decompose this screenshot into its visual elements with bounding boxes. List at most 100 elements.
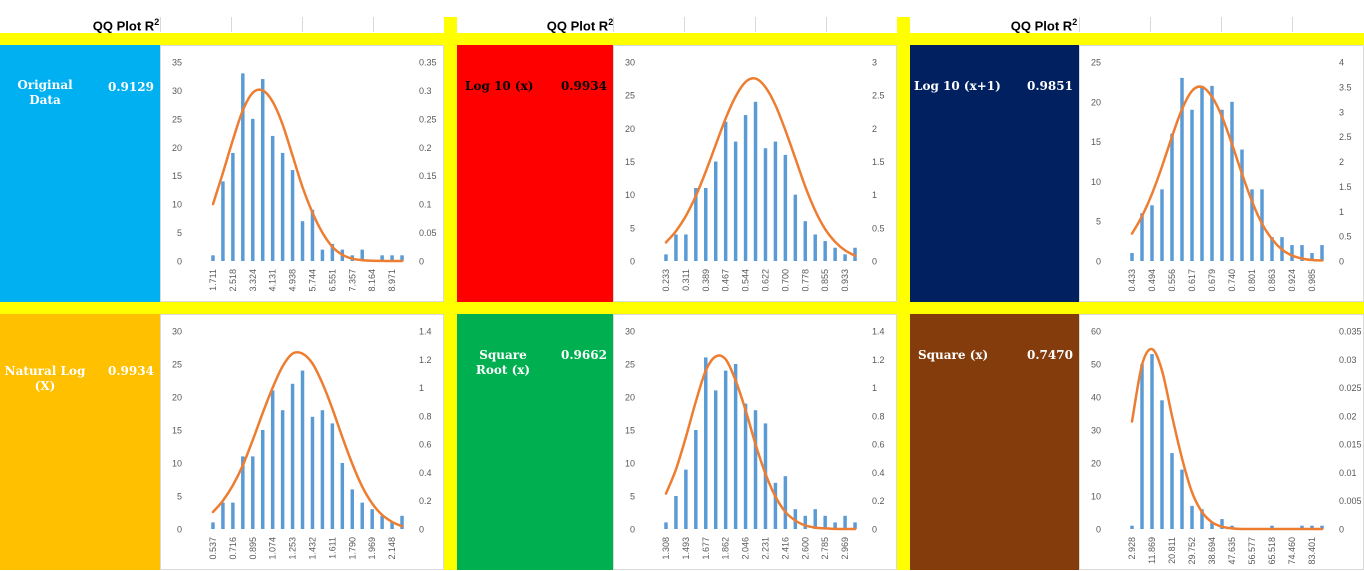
left-axis-tick-label: 15 [625,426,635,436]
header-title-2: QQ Plot R2 [480,17,680,33]
histogram-bar [704,357,708,529]
histogram-bar [733,364,738,529]
x-axis-tick-label: 1.253 [288,537,298,560]
right-axis-tick-label: 0.25 [419,114,437,124]
histogram-bar [743,403,748,529]
header-title-text: QQ Plot R [1010,18,1073,34]
histogram-bar [1170,453,1174,529]
histogram-bar [241,73,245,261]
panel-ln: Natural Log (X) 0.9934 [0,314,160,570]
x-axis-tick-label: 0.622 [760,269,770,292]
right-axis-tick-label: 2.5 [872,91,885,101]
histogram-bar [674,496,678,529]
histogram-bar [211,522,215,529]
right-axis-tick-label: 0.8 [419,411,432,421]
histogram-bar [400,255,404,261]
normal-curve-line [664,354,857,531]
histogram-bar [1140,364,1144,529]
right-axis-tick-label: 0.2 [872,496,885,506]
histogram-bar [330,423,335,529]
header-gridline [160,17,161,32]
histogram-bar [1270,525,1274,529]
x-axis-tick-label: 7.357 [347,269,357,292]
histogram-bar [694,430,698,529]
x-axis-tick-label: 0.494 [1147,269,1157,292]
right-axis-tick-label: 0.03 [1339,355,1357,365]
right-axis-tick-label: 0.05 [419,228,437,238]
histogram-bar [1160,400,1164,529]
histogram-bar [1180,469,1184,529]
left-axis-tick-label: 25 [625,91,635,101]
histogram-bar [1320,525,1324,529]
x-axis-tick-label: 2.969 [840,537,850,560]
left-axis-tick-label: 25 [172,114,182,124]
x-axis-tick-label: 0.617 [1187,269,1197,292]
x-axis-tick-label: 2.416 [780,537,790,560]
left-axis-tick-label: 15 [625,157,635,167]
histogram-bar [664,254,668,261]
left-axis-tick-label: 30 [625,58,635,68]
histogram-bar [290,383,295,529]
histogram-bar [723,370,728,529]
x-axis-tick-label: 2.785 [820,537,830,560]
left-axis-tick-label: 5 [1096,217,1101,227]
left-axis-tick-label: 5 [177,228,182,238]
histogram-bar [833,522,837,529]
histogram-bar [783,154,788,261]
x-axis-tick-label: 2.600 [800,537,810,560]
histogram-bar [843,254,847,261]
chart-sqrt: 0 5 10 15 20 25 30 0 0.2 0.4 0.6 0.8 1 1.2 1.4 1.308 1.4… [613,314,897,570]
histogram-bar [723,121,728,261]
histogram-bar [380,255,384,261]
header-title-sup: 2 [608,17,614,27]
x-axis-tick-label: 0.679 [1207,269,1217,292]
x-axis-tick-label: 1.432 [307,537,317,560]
left-axis-tick-label: 15 [172,171,182,181]
header-gridline [1150,17,1151,32]
histogram-bar [221,502,225,529]
panel-r2-value: 0.9934 [561,79,607,93]
left-axis-tick-label: 30 [625,327,635,337]
histogram-bar [674,234,678,261]
histogram-bar [753,101,758,261]
histogram-bar [1250,189,1254,261]
right-axis-tick-label: 0 [1339,257,1344,267]
left-axis-tick-label: 40 [1091,393,1101,403]
right-axis-tick-label: 0.2 [419,496,432,506]
header-gridline [1079,17,1080,32]
right-axis-tick-label: 0.4 [419,468,432,478]
x-axis-tick-label: 0.933 [840,269,850,292]
panel-square: Square (x) 0.7470 [910,314,1079,570]
histogram-bar [1130,525,1134,529]
right-axis-tick-label: 1.4 [872,327,885,337]
left-axis-tick-label: 10 [172,459,182,469]
normal-curve-line [211,88,404,263]
histogram-bar [1190,505,1194,529]
chart-square: 0 10 20 30 40 50 60 0 0.005 0.01 0.015 0.02 0.025 0.0… [1079,314,1364,570]
right-axis-tick-label: 2 [1339,157,1344,167]
right-axis-tick-label: 0.5 [872,223,885,233]
x-axis-tick-label: 2.148 [387,537,397,560]
left-divider [444,17,457,570]
chart-svg: 0 5 10 15 20 25 30 0 0.5 1 1.5 2 2.5 3 0.233 0.311 0.389… [625,58,885,292]
x-axis-tick-label: 1.074 [268,537,278,560]
histogram-bar [400,515,404,529]
right-axis-tick-label: 3 [1339,107,1344,117]
normal-curve-line [664,77,857,257]
histogram-bar [713,161,718,261]
panel-label: Log 10 (x+1) [914,79,1001,93]
header-gridline [755,17,756,32]
right-axis-tick-label: 0.015 [1339,440,1362,450]
left-axis-tick-label: 25 [1091,58,1101,68]
panel-label: Square (x) [918,348,989,362]
right-axis-tick-label: 1 [419,383,424,393]
histogram-bar [310,416,315,529]
histogram-bar [270,135,275,261]
x-axis-tick-label: 38.694 [1207,537,1217,565]
right-axis-tick-label: 2.5 [1339,132,1352,142]
x-axis-tick-label: 2.046 [741,537,751,560]
top-band [0,33,1364,45]
histogram-bar [813,509,817,529]
histogram-bar [231,152,235,261]
left-axis-tick-label: 20 [1091,97,1101,107]
